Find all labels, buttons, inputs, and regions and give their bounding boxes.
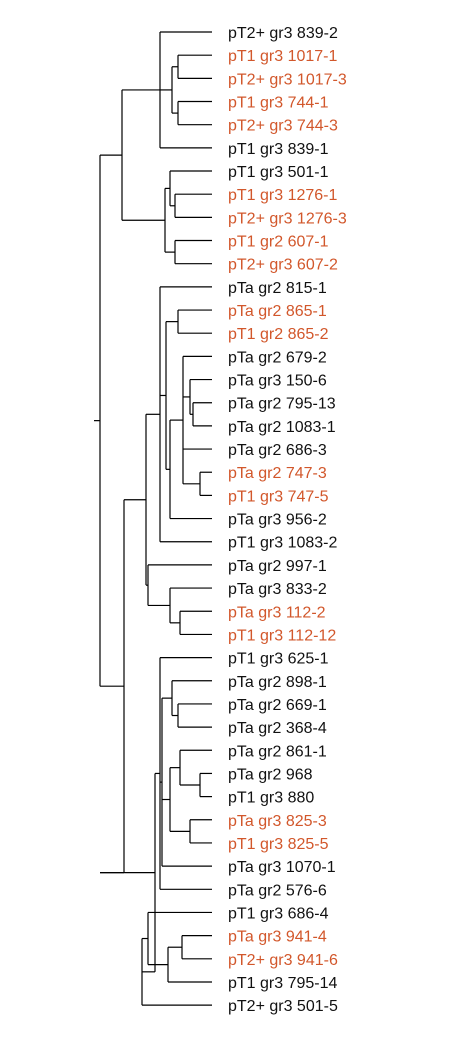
leaf-label: pTa gr2 679-2	[228, 349, 327, 366]
leaf-label: pT2+ gr3 607-2	[228, 257, 338, 274]
leaf-label: pT1 gr2 607-1	[228, 234, 329, 251]
leaf-label: pT1 gr3 625-1	[228, 651, 329, 668]
leaf-label: pTa gr2 1083-1	[228, 419, 336, 436]
leaf-label: pTa gr2 865-1	[228, 303, 327, 320]
leaf-label: pT1 gr3 1276-1	[228, 187, 338, 204]
leaf-label: pTa gr3 833-2	[228, 581, 327, 598]
leaf-label: pT2+ gr3 501-5	[228, 998, 338, 1015]
leaf-label: pT1 gr3 825-5	[228, 836, 329, 853]
leaf-label: pTa gr2 815-1	[228, 280, 327, 297]
leaf-label: pTa gr3 941-4	[228, 929, 327, 946]
leaf-label: pTa gr3 1070-1	[228, 859, 336, 876]
leaf-label: pT2+ gr3 839-2	[228, 25, 338, 42]
leaf-label: pT1 gr3 686-4	[228, 905, 329, 922]
leaf-label: pT1 gr3 744-1	[228, 95, 329, 112]
leaf-label: pTa gr2 368-4	[228, 720, 327, 737]
leaf-label: pT1 gr3 112-12	[228, 627, 336, 644]
leaf-label: pTa gr3 956-2	[228, 512, 327, 529]
leaf-label: pTa gr2 669-1	[228, 697, 327, 714]
leaf-label: pTa gr2 861-1	[228, 743, 327, 760]
leaf-label: pTa gr2 898-1	[228, 674, 327, 691]
leaf-label: pTa gr3 112-2	[228, 604, 326, 621]
leaf-label: pT1 gr3 1017-1	[228, 48, 338, 65]
leaf-label: pT1 gr3 1083-2	[228, 535, 338, 552]
leaf-label: pT2+ gr3 1017-3	[228, 71, 347, 88]
leaf-label: pTa gr2 795-13	[228, 396, 336, 413]
leaf-label: pT1 gr3 880	[228, 790, 314, 807]
leaf-label: pT1 gr2 865-2	[228, 326, 329, 343]
leaf-label: pTa gr2 968	[228, 766, 313, 783]
leaf-label: pT1 gr3 839-1	[228, 141, 329, 158]
leaf-label: pTa gr2 997-1	[228, 558, 327, 575]
leaf-label: pT2+ gr3 941-6	[228, 952, 338, 969]
leaf-label: pT1 gr3 795-14	[228, 975, 338, 992]
leaf-label: pTa gr2 747-3	[228, 465, 327, 482]
leaf-label: pT2+ gr3 1276-3	[228, 210, 347, 227]
leaf-label: pT1 gr3 747-5	[228, 488, 329, 505]
leaf-label: pTa gr3 825-3	[228, 813, 327, 830]
leaf-label: pT1 gr3 501-1	[228, 164, 329, 181]
leaf-labels: pT2+ gr3 839-2 pT1 gr3 1017-1 pT2+ gr3 101…	[228, 25, 347, 1015]
leaf-label: pTa gr2 686-3	[228, 442, 327, 459]
leaf-label: pTa gr2 576-6	[228, 882, 327, 899]
leaf-label: pT2+ gr3 744-3	[228, 118, 338, 135]
leaf-label: pTa gr3 150-6	[228, 373, 327, 390]
dendrogram-branches	[94, 31, 212, 1006]
